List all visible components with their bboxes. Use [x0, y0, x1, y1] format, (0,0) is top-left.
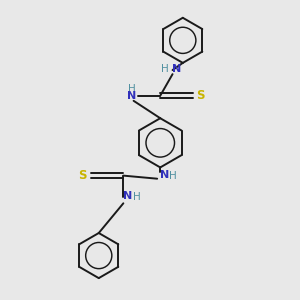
Text: H: H [133, 192, 141, 202]
Text: H: H [169, 171, 176, 181]
Text: H: H [161, 64, 169, 74]
Text: N: N [127, 91, 136, 101]
Text: S: S [79, 169, 87, 182]
Text: N: N [123, 190, 132, 201]
Text: H: H [128, 83, 135, 94]
Text: N: N [172, 64, 181, 74]
Text: N: N [160, 169, 169, 180]
Text: S: S [196, 89, 205, 102]
